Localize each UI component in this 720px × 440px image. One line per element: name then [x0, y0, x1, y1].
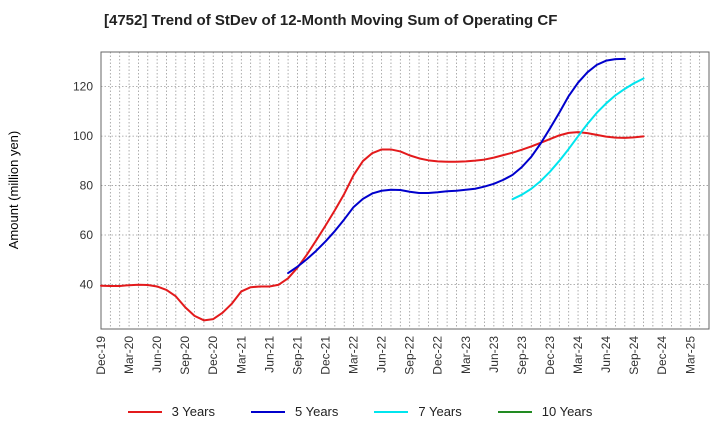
legend: 3 Years 5 Years 7 Years 10 Years	[0, 404, 720, 419]
legend-swatch-3-years	[127, 410, 162, 413]
series-layer	[100, 57, 645, 322]
grid	[101, 52, 709, 329]
x-tick-label: Mar-25	[683, 336, 697, 374]
legend-label-5-years: 5 Years	[295, 404, 339, 419]
x-tick-label: Sep-21	[290, 336, 304, 375]
y-axis-label: Amount (million yen)	[6, 131, 21, 250]
x-tick-label: Dec-21	[318, 336, 332, 375]
x-tick-label: Dec-20	[206, 336, 220, 375]
x-tick-label: Jun-20	[150, 336, 164, 373]
y-tick-label: 40	[80, 277, 94, 291]
x-tick-label: Mar-22	[347, 336, 361, 374]
x-tick-label: Jun-24	[599, 336, 613, 373]
x-tick-label: Mar-24	[571, 336, 585, 374]
y-tick-label: 100	[73, 129, 93, 143]
legend-swatch-5-years	[251, 410, 285, 413]
legend-swatch-10-years	[497, 410, 532, 413]
x-tick-label: Dec-19	[94, 336, 108, 375]
x-tick-label: Sep-24	[627, 336, 641, 375]
y-tick-label: 60	[80, 228, 94, 242]
x-tick-label: Sep-20	[178, 336, 192, 375]
plot-frame	[100, 51, 710, 330]
legend-label-3-years: 3 Years	[171, 404, 215, 419]
x-tick-label: Dec-24	[655, 336, 669, 375]
chart-title: [4752] Trend of StDev of 12-Month Moving…	[104, 12, 558, 29]
y-tick-label: 80	[80, 179, 94, 193]
legend-item-7-years: 7 Years	[374, 404, 462, 419]
legend-label-7-years: 7 Years	[418, 404, 462, 419]
x-tick-label: Dec-22	[431, 336, 445, 375]
legend-swatch-7-years	[374, 410, 409, 413]
series-line-7-years	[511, 77, 645, 201]
series-line-5-years	[287, 57, 626, 275]
series-line-3-years	[100, 131, 645, 322]
legend-item-3-years: 3 Years	[127, 404, 215, 419]
x-tick-label: Mar-20	[122, 336, 136, 374]
legend-item-5-years: 5 Years	[251, 404, 338, 419]
legend-item-10-years: 10 Years	[497, 404, 593, 419]
legend-label-10-years: 10 Years	[541, 404, 593, 419]
y-ticks: 40 60 80 100 120	[73, 80, 93, 292]
x-tick-label: Dec-23	[543, 336, 557, 375]
x-tick-label: Mar-23	[459, 336, 473, 374]
x-tick-label: Jun-23	[487, 336, 501, 373]
y-tick-label: 120	[73, 80, 93, 94]
x-tick-label: Mar-21	[234, 336, 248, 374]
x-tick-label: Jun-22	[375, 336, 389, 373]
x-tick-label: Sep-23	[515, 336, 529, 375]
x-tick-label: Jun-21	[262, 336, 276, 373]
x-tick-label: Sep-22	[403, 336, 417, 375]
x-ticks: Dec-19 Mar-20 Jun-20 Sep-20 Dec-20 Mar-21 Jun-…	[94, 336, 697, 375]
